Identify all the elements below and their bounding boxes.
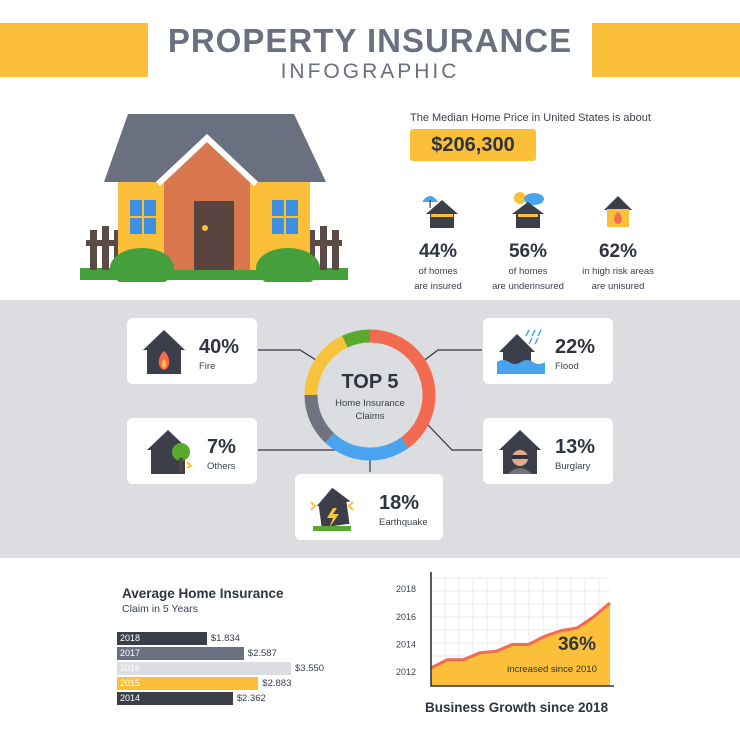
page-subtitle: INFOGRAPHIC xyxy=(280,60,460,83)
stat-underinsured: 56% of homes are underinsured xyxy=(478,190,578,293)
flood-house-icon xyxy=(497,329,545,374)
y-tick-label: 2016 xyxy=(396,612,416,622)
claim-card-flood: 22% Flood xyxy=(483,318,613,384)
umbrella-house-icon xyxy=(422,196,458,228)
burglar-house-icon xyxy=(499,430,541,474)
business-growth-title: Business Growth since 2018 xyxy=(425,700,609,715)
tree-house-icon xyxy=(147,430,193,474)
stat-pct: 62% xyxy=(598,241,638,262)
stat-unisured: 62% in high risk areas are unisured xyxy=(568,190,668,293)
donut-segment-others xyxy=(342,329,371,348)
stat-label: are underinsured xyxy=(492,281,564,292)
business-growth-chart: 2012 2014 2016 2018 36% increased since 2010 xyxy=(396,572,614,687)
bar-category-label: 2015 xyxy=(120,678,141,688)
bar-2017: 2017 xyxy=(117,647,244,660)
bar-category-label: 2018 xyxy=(120,633,141,643)
bar-value-label: $2.362 xyxy=(236,693,266,704)
donut-segment-earthquake xyxy=(304,335,348,396)
bar-value-label: $1.834 xyxy=(210,633,240,644)
donut-center-line2: Claims xyxy=(355,411,385,422)
claim-pct: 22% xyxy=(555,336,596,358)
growth-line xyxy=(430,601,611,670)
bar-2015: 2015 xyxy=(117,677,259,690)
claim-card-burglary: 13% Burglary xyxy=(483,418,613,484)
earthquake-house-icon xyxy=(310,487,354,531)
stat-label: of homes xyxy=(508,266,548,277)
claim-label: Fire xyxy=(199,361,216,372)
bar-value-label: $2.587 xyxy=(247,648,277,659)
page-title: PROPERTY INSURANCE xyxy=(167,22,573,59)
stat-label: are insured xyxy=(414,281,462,292)
avg-insurance-title: Average Home Insurance xyxy=(122,586,284,601)
bar-category-label: 2016 xyxy=(120,663,141,673)
house-illustration xyxy=(80,114,348,282)
claim-pct: 40% xyxy=(199,336,240,358)
claim-pct: 7% xyxy=(207,436,236,458)
bar-value-label: $2.883 xyxy=(262,678,292,689)
median-price-label: The Median Home Price in United States i… xyxy=(410,112,651,124)
growth-annotation-text: increased since 2010 xyxy=(507,664,597,675)
chart-axis xyxy=(430,572,614,687)
claim-label: Earthquake xyxy=(379,517,428,528)
fire-house-icon xyxy=(143,330,185,374)
stat-label: in high risk areas xyxy=(582,266,654,277)
y-tick-label: 2014 xyxy=(396,639,416,649)
claim-card-fire: 40% Fire xyxy=(127,318,257,384)
claim-label: Others xyxy=(207,461,236,472)
y-tick-label: 2018 xyxy=(396,584,416,594)
bar-2014: 2014 xyxy=(117,692,233,705)
donut-segment-flood xyxy=(325,433,409,461)
header-accent-bar-left xyxy=(0,23,148,77)
stat-pct: 56% xyxy=(508,241,548,262)
bar-value-label: $3.550 xyxy=(295,663,325,674)
median-price-badge: $206,300 xyxy=(410,129,536,161)
stat-pct: 44% xyxy=(418,241,458,262)
stat-label: are unisured xyxy=(591,281,645,292)
donut-center-title: TOP 5 xyxy=(341,371,399,393)
donut-segment-fire xyxy=(369,329,436,448)
claim-card-others: 7% Others xyxy=(127,418,257,484)
bar-category-label: 2014 xyxy=(120,693,141,703)
claim-pct: 13% xyxy=(555,436,596,458)
y-tick-label: 2012 xyxy=(396,667,416,677)
claim-label: Burglary xyxy=(555,461,591,472)
growth-annotation-pct: 36% xyxy=(558,634,596,655)
donut-center-line1: Home Insurance xyxy=(335,398,405,409)
storm-house-icon xyxy=(512,192,544,228)
stat-insured: 44% of homes are insured xyxy=(388,190,488,293)
bar-2016: 2016 xyxy=(117,662,291,675)
stat-label: of homes xyxy=(418,266,458,277)
header-accent-bar-right xyxy=(592,23,740,77)
bar-category-label: 2017 xyxy=(120,648,141,658)
fire-house-icon xyxy=(604,196,632,227)
claim-label: Flood xyxy=(555,361,579,372)
donut-segment-burglary xyxy=(304,394,335,443)
bar-2018: 2018 xyxy=(117,632,207,645)
claim-card-earthquake: 18% Earthquake xyxy=(295,474,443,540)
avg-insurance-subtitle: Claim in 5 Years xyxy=(122,603,198,615)
claim-pct: 18% xyxy=(379,492,420,514)
